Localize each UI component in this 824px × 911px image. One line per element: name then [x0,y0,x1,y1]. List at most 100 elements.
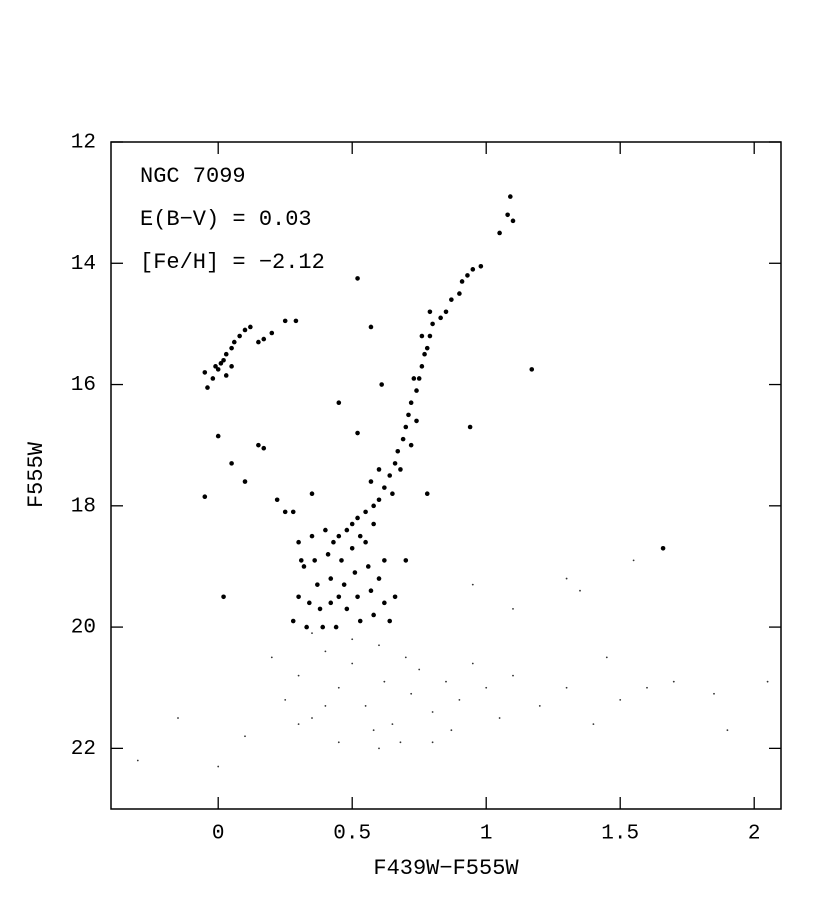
star-point [363,509,368,515]
star-point [529,367,535,372]
y-tick-label: 20 [71,617,96,640]
star-point [311,632,313,635]
star-point [223,373,229,378]
star-point [646,686,648,689]
star-point [378,644,380,647]
star-point [282,318,288,324]
star-point [467,424,473,430]
star-point [304,624,309,630]
star-point [403,558,409,563]
y-tick-label: 14 [71,253,96,276]
star-point [349,521,355,527]
star-point [357,618,363,624]
star-point [297,674,300,677]
star-point [471,662,474,665]
star-point [411,376,417,381]
star-point [256,339,261,345]
star-point [390,491,395,496]
star-point [372,729,375,732]
star-point [324,650,327,653]
star-point [427,309,433,315]
star-point [337,686,340,689]
annotation: NGC 7099 [140,164,246,189]
star-point [404,656,407,659]
star-point [328,600,334,606]
star-point [579,589,581,592]
star-point [431,711,434,713]
star-point [419,333,425,339]
star-point [344,527,350,533]
star-point [296,539,301,545]
star-point [403,424,409,430]
star-point [422,351,427,357]
star-point [414,388,419,393]
star-point [387,618,393,624]
star-point [427,333,433,339]
star-point [713,692,715,695]
star-point [293,318,299,324]
star-point [726,729,729,732]
y-axis-label: F555W [24,441,49,508]
star-point [331,539,336,545]
star-point [414,418,419,424]
star-point [368,324,374,330]
star-point [365,564,371,569]
star-point [497,230,502,236]
star-point [424,491,430,496]
star-point [508,194,513,199]
star-point [592,723,595,726]
star-point [213,364,218,369]
x-tick-label: 2 [748,823,761,846]
star-point [408,400,414,406]
star-point [376,576,382,581]
star-point [244,735,246,738]
star-point [274,497,280,503]
star-point [202,370,208,375]
star-point [177,717,179,719]
star-point [565,577,568,580]
star-point [355,430,360,436]
star-point [376,467,382,472]
star-point [136,759,139,762]
star-point [290,509,296,515]
star-point [395,448,401,454]
x-tick-label: 1.5 [601,823,639,846]
star-point [505,212,510,218]
star-point [221,357,226,363]
star-point [660,545,666,551]
plot-frame [110,141,782,810]
star-point [416,376,422,381]
star-point [457,291,462,296]
star-point [408,442,414,448]
star-point [355,276,360,281]
star-point [229,364,234,369]
star-point [223,351,229,357]
annotation: [Fe/H] = −2.12 [140,250,325,275]
star-point [248,324,253,330]
star-point [382,558,387,563]
star-point [242,479,248,484]
star-point [290,618,296,624]
star-point [392,594,398,600]
star-point [410,692,413,695]
star-point [510,218,516,224]
star-point [333,624,339,630]
star-point [371,521,376,527]
star-point [337,741,340,744]
x-tick-label: 1 [480,823,493,846]
star-point [217,765,220,768]
star-point [296,594,301,600]
star-point [328,576,334,581]
star-point [341,582,347,587]
star-point [471,583,474,586]
star-point [419,364,425,369]
star-point [465,273,470,278]
star-point [242,327,248,333]
star-point [309,533,315,539]
star-point [364,705,367,707]
star-point [450,729,453,732]
star-point [398,467,403,472]
star-point [449,297,454,302]
x-tick-label: 0.5 [333,823,371,846]
